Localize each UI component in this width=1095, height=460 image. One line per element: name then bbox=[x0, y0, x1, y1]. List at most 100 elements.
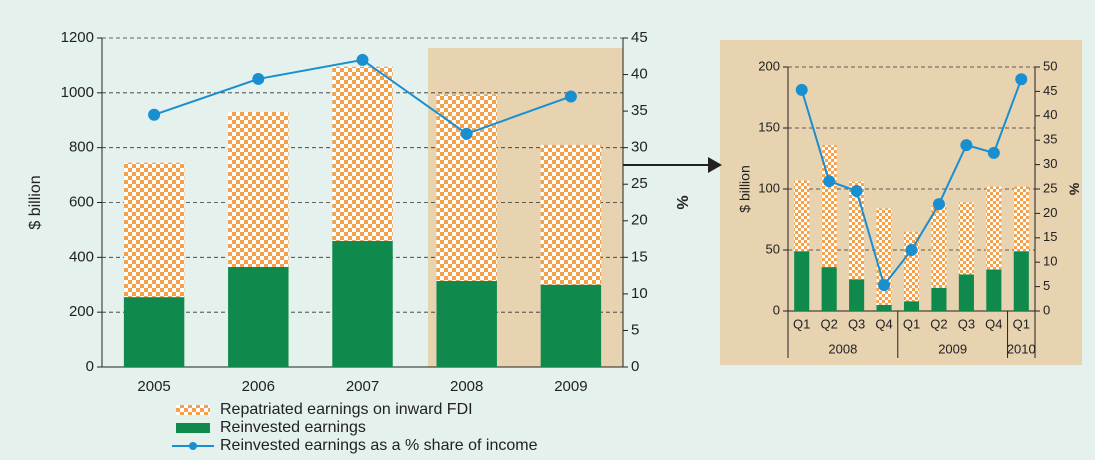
bar bbox=[228, 266, 289, 367]
y-axis-label: $ billion bbox=[737, 165, 753, 212]
y-tick-label: 800 bbox=[69, 139, 94, 156]
bar bbox=[958, 202, 974, 275]
legend-swatch bbox=[176, 405, 210, 415]
y-tick-label: 200 bbox=[758, 58, 780, 73]
y2-tick-label: 40 bbox=[631, 66, 648, 83]
x-tick-label: Q2 bbox=[820, 316, 837, 331]
line-point bbox=[905, 244, 918, 256]
y2-tick-label: 45 bbox=[631, 29, 648, 46]
y2-tick-label: 45 bbox=[1043, 83, 1057, 98]
arrow-head bbox=[708, 157, 722, 173]
bar bbox=[540, 284, 602, 367]
y2-tick-label: 30 bbox=[631, 139, 648, 156]
x-tick-label: Q3 bbox=[958, 316, 975, 331]
y2-axis-label: % bbox=[1066, 183, 1082, 196]
line-point bbox=[356, 53, 369, 66]
y2-tick-label: 35 bbox=[631, 102, 648, 119]
y2-tick-label: 15 bbox=[1043, 229, 1057, 244]
y2-tick-label: 40 bbox=[1043, 107, 1057, 122]
y-tick-label: 200 bbox=[69, 303, 94, 320]
y2-tick-label: 50 bbox=[1043, 58, 1057, 73]
bar bbox=[123, 297, 185, 367]
bar bbox=[903, 301, 920, 311]
bar bbox=[849, 279, 865, 311]
line-point bbox=[564, 90, 577, 103]
bar bbox=[821, 267, 837, 311]
bar bbox=[958, 274, 974, 311]
bar bbox=[821, 145, 837, 268]
bar bbox=[228, 112, 289, 267]
group-label: 2008 bbox=[828, 341, 857, 356]
bar bbox=[436, 280, 497, 367]
y-tick-label: 1200 bbox=[61, 29, 94, 46]
y-axis-label: $ billion bbox=[27, 175, 44, 229]
y2-tick-label: 20 bbox=[1043, 205, 1057, 220]
legend-label: Reinvested earnings bbox=[220, 419, 366, 436]
x-tick-label: Q2 bbox=[930, 316, 947, 331]
y2-tick-label: 10 bbox=[631, 285, 648, 302]
bar bbox=[1013, 186, 1029, 252]
bar bbox=[123, 162, 185, 298]
y-tick-label: 100 bbox=[758, 180, 780, 195]
legend-swatch bbox=[176, 423, 210, 433]
y2-tick-label: 35 bbox=[1043, 132, 1057, 147]
legend-label: Repatriated earnings on inward FDI bbox=[220, 401, 473, 418]
bar bbox=[986, 269, 1002, 311]
x-tick-label: 2007 bbox=[346, 378, 379, 395]
y-tick-label: 600 bbox=[69, 193, 94, 210]
x-tick-label: Q1 bbox=[903, 316, 920, 331]
line-point bbox=[878, 279, 891, 292]
bar bbox=[876, 304, 892, 311]
x-tick-label: 2006 bbox=[242, 378, 275, 395]
x-tick-label: Q4 bbox=[875, 316, 892, 331]
bar bbox=[794, 251, 810, 311]
line-point bbox=[252, 72, 265, 85]
bar bbox=[540, 144, 602, 285]
line-point bbox=[823, 175, 836, 188]
bar bbox=[332, 240, 393, 367]
line-point bbox=[850, 184, 863, 197]
line-point bbox=[987, 146, 1000, 159]
y-tick-label: 400 bbox=[69, 248, 94, 265]
x-tick-label: 2005 bbox=[137, 378, 170, 395]
y-tick-label: 50 bbox=[766, 241, 780, 256]
bar bbox=[332, 66, 393, 241]
x-tick-label: Q3 bbox=[848, 316, 865, 331]
y-tick-label: 0 bbox=[86, 358, 94, 375]
y2-tick-label: 5 bbox=[1043, 278, 1050, 293]
line-point bbox=[795, 83, 808, 96]
y-tick-label: 0 bbox=[773, 302, 780, 317]
bar bbox=[436, 94, 497, 281]
y-tick-label: 150 bbox=[758, 119, 780, 134]
y2-tick-label: 15 bbox=[631, 248, 648, 265]
bar bbox=[931, 287, 947, 311]
y2-tick-label: 30 bbox=[1043, 156, 1057, 171]
y2-tick-label: 25 bbox=[1043, 180, 1057, 195]
bar bbox=[931, 206, 947, 288]
bar bbox=[794, 180, 810, 252]
y2-axis-label: % bbox=[673, 195, 690, 209]
y2-tick-label: 5 bbox=[631, 321, 639, 338]
y-tick-label: 1000 bbox=[61, 84, 94, 101]
y2-tick-label: 0 bbox=[631, 358, 639, 375]
line-point bbox=[932, 198, 945, 211]
y2-tick-label: 20 bbox=[631, 212, 648, 229]
x-tick-label: Q4 bbox=[985, 316, 1002, 331]
y2-tick-label: 0 bbox=[1043, 302, 1050, 317]
x-tick-label: 2008 bbox=[450, 378, 483, 395]
line-point bbox=[148, 108, 161, 121]
y2-tick-label: 25 bbox=[631, 175, 648, 192]
line-point bbox=[1015, 73, 1028, 86]
y2-tick-label: 10 bbox=[1043, 254, 1057, 269]
legend-label: Reinvested earnings as a % share of inco… bbox=[220, 437, 538, 454]
line-point bbox=[460, 127, 473, 140]
line-point bbox=[960, 139, 973, 152]
legend-swatch bbox=[189, 442, 197, 450]
group-label: 2010 bbox=[1007, 341, 1036, 356]
bar bbox=[1013, 251, 1029, 311]
bar bbox=[986, 186, 1002, 270]
group-label: 2009 bbox=[938, 341, 967, 356]
x-tick-label: 2009 bbox=[554, 378, 587, 395]
x-tick-label: Q1 bbox=[1013, 316, 1030, 331]
